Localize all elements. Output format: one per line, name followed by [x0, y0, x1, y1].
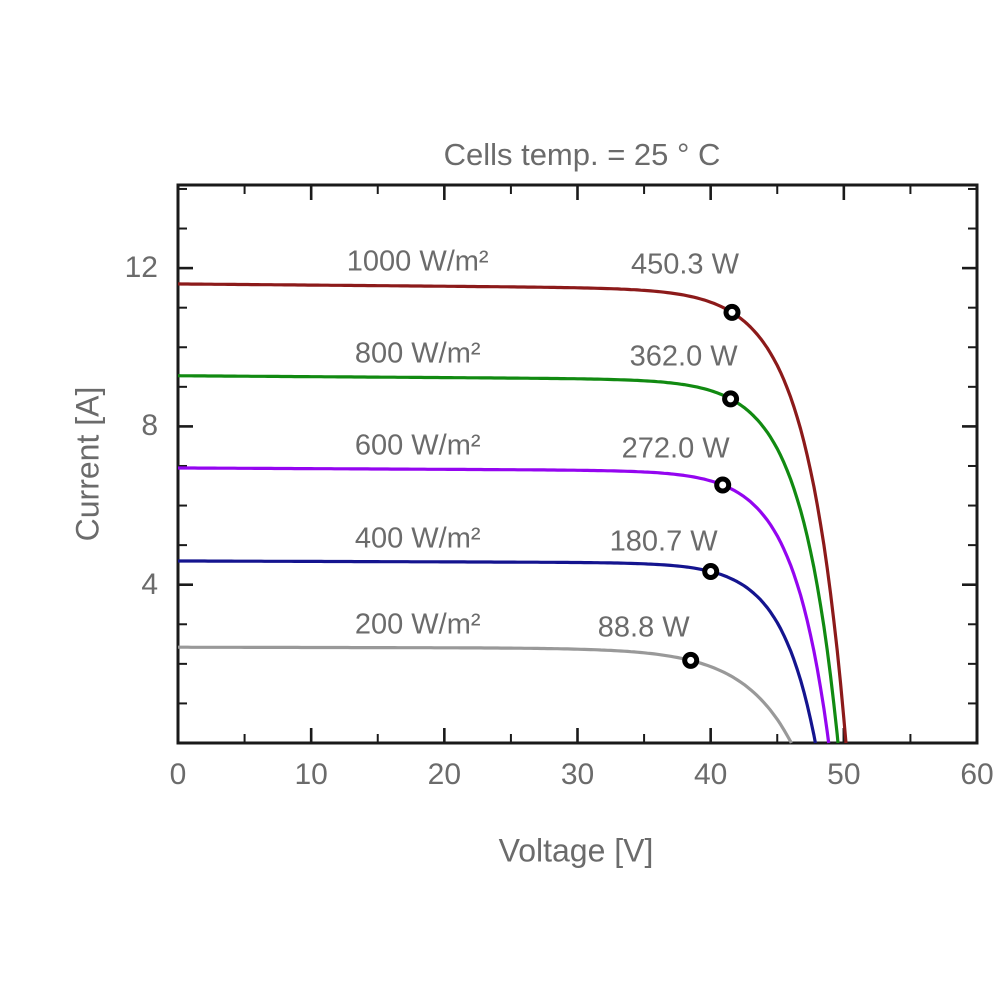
y-tick-label: 4	[141, 567, 158, 601]
iv-curve-600	[178, 466, 831, 744]
mpp-power-label-200: 88.8 W	[597, 611, 690, 644]
mpp-marker-400	[702, 563, 720, 580]
x-tick-label: 60	[960, 758, 994, 791]
mpp-power-label-800: 362.0 W	[629, 340, 738, 373]
mpp-marker-1000	[723, 303, 741, 321]
mpp-power-label-400: 180.7 W	[609, 525, 718, 558]
iv-curve-200	[178, 645, 793, 744]
mpp-marker-200	[682, 651, 700, 669]
curve-label-800: 800 W/m²	[354, 337, 481, 370]
curve-label-200: 200 W/m²	[354, 608, 481, 641]
y-tick-label: 8	[141, 409, 158, 443]
mpp-power-label-1000: 450.3 W	[630, 248, 739, 281]
mpp-marker-600	[714, 476, 732, 494]
curve-label-600: 600 W/m²	[354, 429, 481, 462]
iv-curve-1000	[177, 282, 848, 744]
mpp-marker-800	[722, 390, 740, 408]
x-tick-label: 50	[827, 758, 861, 791]
chart-title: Cells temp. = 25 ° C	[443, 137, 721, 172]
y-tick-label: 12	[124, 251, 158, 285]
x-tick-label: 30	[560, 758, 595, 791]
x-tick-label: 10	[294, 758, 328, 791]
axes-box	[176, 183, 979, 745]
mpp-power-label-600: 272.0 W	[621, 432, 730, 465]
iv-curve-800	[177, 374, 840, 744]
curve-label-400: 400 W/m²	[354, 522, 481, 555]
x-tick-label: 0	[169, 758, 187, 791]
iv-curve-400	[178, 559, 817, 744]
x-tick-label: 20	[427, 758, 462, 791]
x-axis-label: Voltage [V]	[498, 832, 654, 869]
curve-label-1000: 1000 W/m²	[346, 245, 489, 278]
x-tick-label: 40	[693, 758, 728, 791]
